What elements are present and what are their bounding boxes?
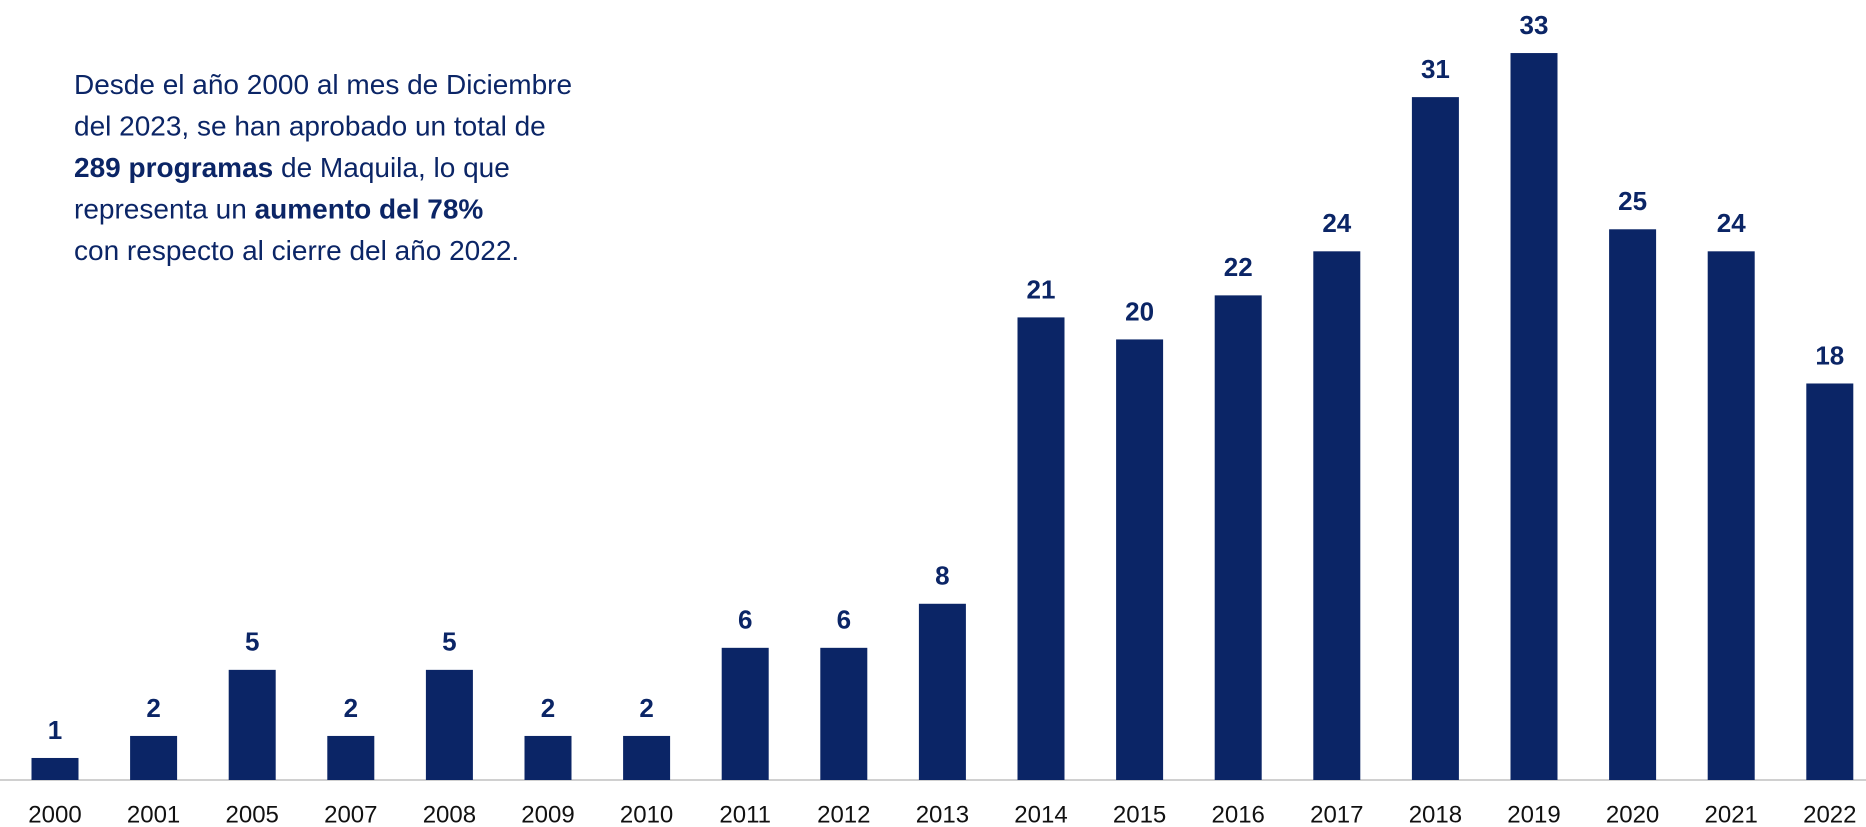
annotation-text: Desde el año 2000 al mes de Diciembre — [74, 69, 572, 100]
data-label: 2 — [146, 693, 160, 723]
bar — [130, 735, 178, 780]
x-tick-label: 2009 — [521, 801, 574, 827]
x-tick-label: 2005 — [226, 801, 279, 827]
x-tick-label: 2010 — [620, 801, 673, 827]
data-label: 31 — [1421, 54, 1450, 84]
annotation-text: del 2023, se han aprobado un total de — [74, 111, 546, 142]
data-label: 25 — [1618, 186, 1647, 216]
data-label: 2 — [344, 693, 358, 723]
x-tick-label: 2018 — [1409, 801, 1462, 827]
data-label: 6 — [738, 605, 752, 635]
annotation-text: con respecto al cierre del año 2022. — [74, 235, 519, 266]
x-tick-label: 2019 — [1507, 801, 1560, 827]
data-label: 5 — [245, 627, 259, 657]
bar — [721, 647, 769, 780]
bar — [1411, 97, 1459, 781]
bar — [623, 735, 671, 780]
x-tick-label: 2020 — [1606, 801, 1659, 827]
annotation-text: de Maquila, lo que — [273, 152, 510, 183]
data-label: 6 — [837, 605, 851, 635]
x-tick-label: 2008 — [423, 801, 476, 827]
data-label: 5 — [442, 627, 456, 657]
annotation-text: aumento del 78% — [255, 194, 484, 225]
bar — [1510, 53, 1558, 781]
bar — [1116, 339, 1164, 780]
data-label: 21 — [1027, 274, 1056, 304]
data-label: 2 — [639, 693, 653, 723]
data-label: 2 — [541, 693, 555, 723]
annotation-text: representa un — [74, 194, 255, 225]
x-tick-label: 2021 — [1705, 801, 1758, 827]
data-label: 22 — [1224, 252, 1253, 282]
bar — [228, 669, 276, 780]
x-tick-label: 2013 — [916, 801, 969, 827]
bar — [1806, 383, 1854, 780]
x-tick-label: 2017 — [1310, 801, 1363, 827]
x-tick-label: 2015 — [1113, 801, 1166, 827]
x-tick-label: 2001 — [127, 801, 180, 827]
annotation: Desde el año 2000 al mes de Diciembre del… — [74, 69, 572, 266]
data-label: 33 — [1520, 10, 1549, 40]
bar — [1017, 317, 1065, 780]
data-label: 24 — [1717, 208, 1746, 238]
bar — [425, 669, 473, 780]
bar — [1214, 295, 1262, 780]
bar — [327, 735, 375, 780]
bar — [1707, 251, 1755, 781]
x-tick-label: 2014 — [1014, 801, 1067, 827]
x-tick-label: 2022 — [1803, 801, 1856, 827]
x-tick-label: 2016 — [1212, 801, 1265, 827]
bar — [31, 757, 79, 780]
bar — [918, 603, 966, 780]
data-label: 1 — [48, 715, 62, 745]
x-tick-label: 2012 — [817, 801, 870, 827]
x-tick-label: 2007 — [324, 801, 377, 827]
data-label: 20 — [1125, 296, 1154, 326]
data-label: 18 — [1815, 340, 1844, 370]
bar — [524, 735, 572, 780]
bar — [1313, 251, 1361, 781]
x-tick-label: 2011 — [719, 801, 771, 827]
data-label: 8 — [935, 561, 949, 591]
x-tick-label: 2000 — [28, 801, 81, 827]
bar — [1609, 229, 1657, 781]
bar — [820, 647, 868, 780]
annotation-text: 289 programas — [74, 152, 273, 183]
data-label: 24 — [1322, 208, 1351, 238]
